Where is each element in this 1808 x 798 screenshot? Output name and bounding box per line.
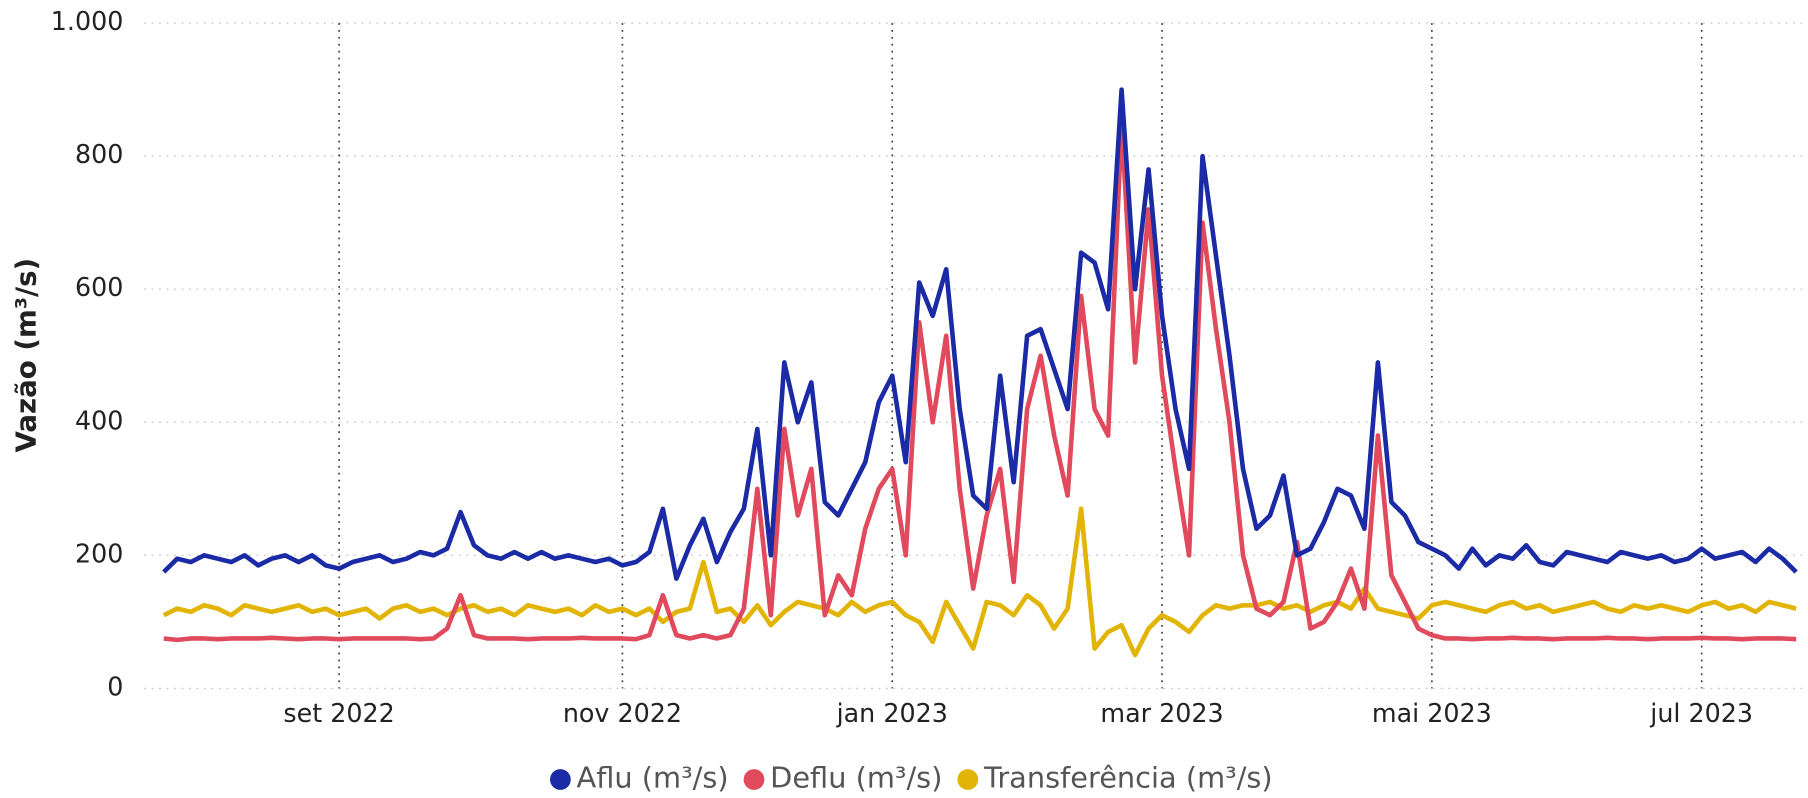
x-tick-label: nov 2022 — [563, 698, 682, 728]
legend: Aflu (m³/s) Deflu (m³/s) Transferência (m³… — [550, 761, 1273, 795]
y-tick-label: 1.000 — [51, 6, 124, 36]
x-tick-label: jul 2023 — [1649, 698, 1753, 728]
series-line — [163, 120, 1797, 643]
y-tick-label: 600 — [75, 272, 123, 302]
y-tick-label: 200 — [75, 538, 123, 568]
y-axis-label: Vazão (m³/s) — [10, 258, 43, 453]
y-tick-label: 400 — [75, 405, 123, 435]
x-tick-label: set 2022 — [283, 698, 394, 728]
y-tick-label: 0 — [107, 671, 123, 701]
legend-label: Deflu (m³/s) — [770, 761, 942, 795]
y-tick-label: 800 — [75, 139, 123, 169]
x-tick-label: jan 2023 — [836, 698, 948, 728]
legend-marker — [957, 769, 979, 790]
series-line — [162, 87, 1798, 581]
legend-marker — [743, 769, 765, 790]
lines — [162, 87, 1798, 658]
legend-marker — [550, 769, 571, 790]
x-tick-label: mai 2023 — [1372, 698, 1492, 728]
legend-label: Transferência (m³/s) — [983, 761, 1273, 795]
legend-label: Aflu (m³/s) — [577, 761, 729, 795]
series-line — [162, 506, 1797, 658]
x-tick-label: mar 2023 — [1100, 698, 1223, 728]
grid: 0 200 400 600 800 1.000 set 2022 nov 2022 jan 20… — [51, 6, 1805, 728]
